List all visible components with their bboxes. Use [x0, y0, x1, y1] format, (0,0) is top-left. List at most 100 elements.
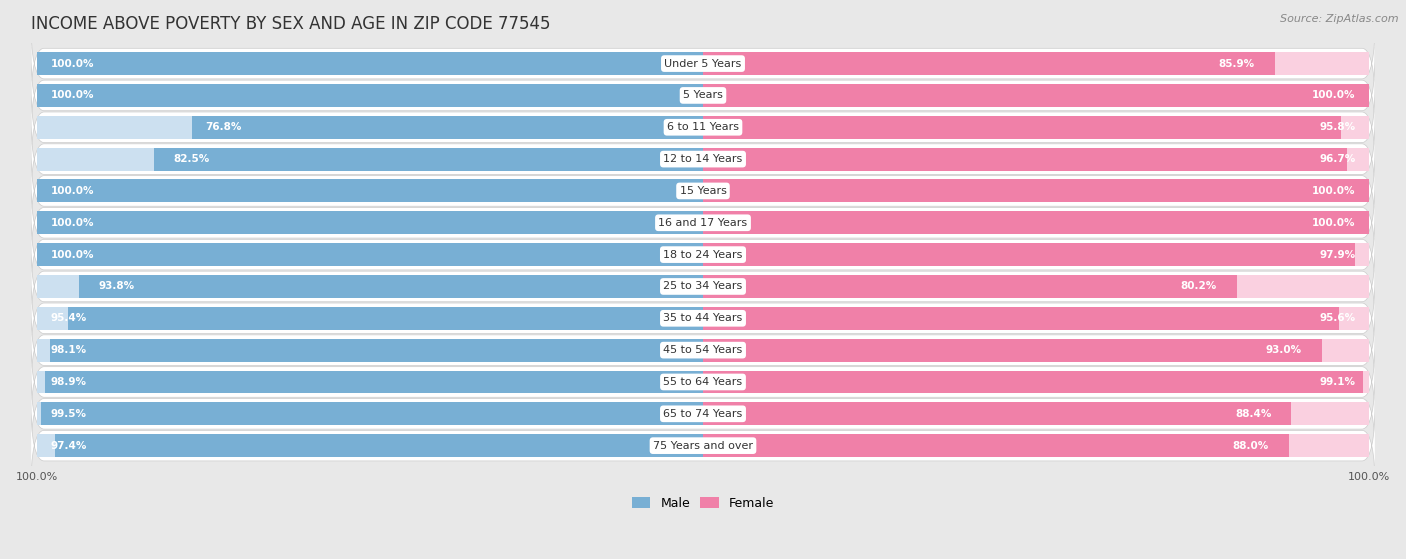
FancyBboxPatch shape [38, 116, 703, 139]
Text: 96.7%: 96.7% [1319, 154, 1355, 164]
FancyBboxPatch shape [41, 402, 703, 425]
Text: 95.6%: 95.6% [1319, 313, 1355, 323]
Text: 99.1%: 99.1% [1319, 377, 1355, 387]
FancyBboxPatch shape [703, 211, 1368, 234]
Text: 98.9%: 98.9% [51, 377, 87, 387]
Text: 93.0%: 93.0% [1265, 345, 1302, 355]
FancyBboxPatch shape [703, 179, 1368, 202]
Text: 76.8%: 76.8% [205, 122, 242, 132]
FancyBboxPatch shape [31, 334, 1375, 430]
Text: 100.0%: 100.0% [1312, 218, 1355, 228]
Text: 95.8%: 95.8% [1319, 122, 1355, 132]
Text: 15 Years: 15 Years [679, 186, 727, 196]
FancyBboxPatch shape [31, 397, 1375, 494]
FancyBboxPatch shape [191, 116, 703, 139]
FancyBboxPatch shape [703, 243, 1354, 266]
FancyBboxPatch shape [55, 434, 703, 457]
Legend: Male, Female: Male, Female [627, 492, 779, 515]
Text: 100.0%: 100.0% [51, 186, 94, 196]
FancyBboxPatch shape [703, 179, 1368, 202]
Text: 45 to 54 Years: 45 to 54 Years [664, 345, 742, 355]
Text: 97.9%: 97.9% [1319, 250, 1355, 259]
Text: 97.4%: 97.4% [51, 440, 87, 451]
Text: 18 to 24 Years: 18 to 24 Years [664, 250, 742, 259]
FancyBboxPatch shape [38, 307, 703, 330]
Text: 88.4%: 88.4% [1234, 409, 1271, 419]
FancyBboxPatch shape [703, 402, 1291, 425]
FancyBboxPatch shape [703, 148, 1368, 170]
Text: 88.0%: 88.0% [1233, 440, 1268, 451]
Text: 98.1%: 98.1% [51, 345, 87, 355]
FancyBboxPatch shape [38, 402, 703, 425]
FancyBboxPatch shape [38, 339, 703, 362]
FancyBboxPatch shape [31, 79, 1375, 176]
Text: 93.8%: 93.8% [98, 281, 135, 291]
FancyBboxPatch shape [38, 275, 703, 298]
FancyBboxPatch shape [703, 52, 1368, 75]
FancyBboxPatch shape [79, 275, 703, 298]
Text: 65 to 74 Years: 65 to 74 Years [664, 409, 742, 419]
FancyBboxPatch shape [38, 148, 703, 170]
Text: 100.0%: 100.0% [51, 250, 94, 259]
FancyBboxPatch shape [31, 111, 1375, 207]
FancyBboxPatch shape [31, 238, 1375, 335]
FancyBboxPatch shape [38, 84, 703, 107]
FancyBboxPatch shape [703, 275, 1368, 298]
FancyBboxPatch shape [703, 116, 1341, 139]
FancyBboxPatch shape [38, 52, 703, 75]
FancyBboxPatch shape [31, 270, 1375, 367]
Text: 6 to 11 Years: 6 to 11 Years [666, 122, 740, 132]
FancyBboxPatch shape [38, 434, 703, 457]
FancyBboxPatch shape [703, 402, 1368, 425]
Text: INCOME ABOVE POVERTY BY SEX AND AGE IN ZIP CODE 77545: INCOME ABOVE POVERTY BY SEX AND AGE IN Z… [31, 15, 550, 33]
FancyBboxPatch shape [703, 148, 1347, 170]
FancyBboxPatch shape [703, 339, 1322, 362]
FancyBboxPatch shape [31, 174, 1375, 271]
FancyBboxPatch shape [31, 302, 1375, 399]
FancyBboxPatch shape [38, 371, 703, 394]
FancyBboxPatch shape [38, 52, 703, 75]
FancyBboxPatch shape [703, 307, 1340, 330]
Text: 16 and 17 Years: 16 and 17 Years [658, 218, 748, 228]
FancyBboxPatch shape [31, 47, 1375, 144]
Text: 25 to 34 Years: 25 to 34 Years [664, 281, 742, 291]
Text: 100.0%: 100.0% [51, 91, 94, 101]
Text: 35 to 44 Years: 35 to 44 Years [664, 313, 742, 323]
Text: 100.0%: 100.0% [51, 218, 94, 228]
Text: 82.5%: 82.5% [174, 154, 209, 164]
FancyBboxPatch shape [38, 243, 703, 266]
FancyBboxPatch shape [703, 434, 1368, 457]
Text: 85.9%: 85.9% [1219, 59, 1254, 69]
FancyBboxPatch shape [31, 143, 1375, 239]
Text: 55 to 64 Years: 55 to 64 Years [664, 377, 742, 387]
Text: 100.0%: 100.0% [51, 59, 94, 69]
Text: 80.2%: 80.2% [1181, 281, 1216, 291]
Text: 100.0%: 100.0% [1312, 91, 1355, 101]
FancyBboxPatch shape [67, 307, 703, 330]
FancyBboxPatch shape [45, 371, 703, 394]
Text: 5 Years: 5 Years [683, 91, 723, 101]
FancyBboxPatch shape [31, 366, 1375, 462]
FancyBboxPatch shape [38, 211, 703, 234]
FancyBboxPatch shape [31, 15, 1375, 112]
FancyBboxPatch shape [38, 243, 703, 266]
FancyBboxPatch shape [703, 52, 1275, 75]
Text: 100.0%: 100.0% [1312, 186, 1355, 196]
FancyBboxPatch shape [51, 339, 703, 362]
FancyBboxPatch shape [703, 275, 1237, 298]
FancyBboxPatch shape [38, 84, 703, 107]
FancyBboxPatch shape [703, 371, 1362, 394]
FancyBboxPatch shape [703, 307, 1368, 330]
Text: 99.5%: 99.5% [51, 409, 87, 419]
FancyBboxPatch shape [38, 179, 703, 202]
FancyBboxPatch shape [703, 211, 1368, 234]
FancyBboxPatch shape [703, 84, 1368, 107]
FancyBboxPatch shape [703, 434, 1289, 457]
Text: 75 Years and over: 75 Years and over [652, 440, 754, 451]
FancyBboxPatch shape [31, 206, 1375, 303]
Text: 95.4%: 95.4% [51, 313, 87, 323]
FancyBboxPatch shape [703, 371, 1368, 394]
FancyBboxPatch shape [703, 116, 1368, 139]
FancyBboxPatch shape [703, 84, 1368, 107]
Text: 12 to 14 Years: 12 to 14 Years [664, 154, 742, 164]
